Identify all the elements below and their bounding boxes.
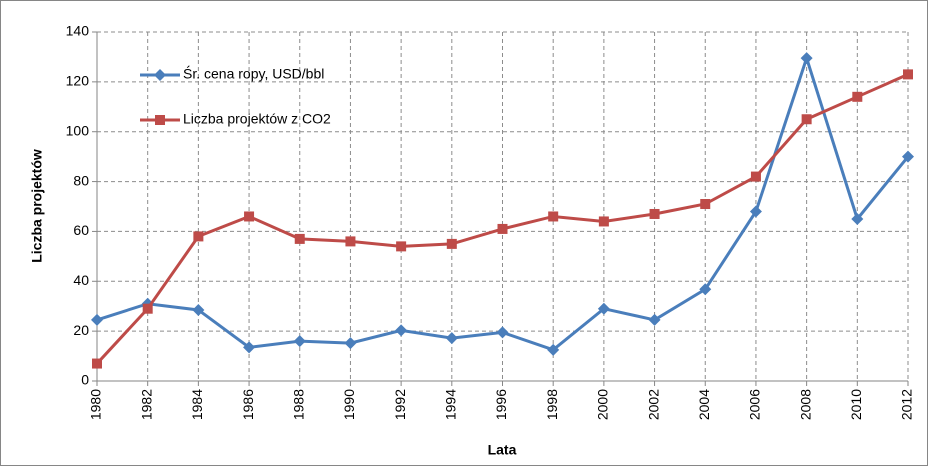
legend-label: Śr. cena ropy, USD/bbl [183, 65, 324, 82]
point [902, 150, 914, 163]
x-tick-label: 1986 [240, 389, 256, 420]
point [293, 335, 306, 348]
point [345, 236, 356, 247]
point [142, 303, 153, 314]
y-tick-label: 140 [66, 23, 90, 39]
x-tick-label: 2000 [595, 389, 611, 420]
point [852, 91, 863, 102]
point [193, 231, 204, 242]
y-tick-label: 100 [66, 122, 90, 138]
x-tick-label: 1994 [443, 389, 459, 420]
legend-marker [155, 115, 165, 125]
y-tick-label: 40 [73, 272, 89, 288]
point [294, 233, 305, 244]
point [445, 332, 458, 345]
x-tick-label: 1984 [189, 389, 205, 420]
point [750, 171, 761, 182]
x-tick-label: 1998 [544, 389, 560, 420]
point [496, 326, 509, 339]
x-tick-label: 1988 [290, 389, 306, 420]
point [749, 205, 762, 218]
point [700, 199, 711, 210]
x-tick-label: 1992 [392, 389, 408, 420]
x-tick-label: 2012 [899, 389, 915, 420]
legend-label: Liczba projektów z CO2 [183, 111, 331, 127]
point [446, 238, 457, 249]
point [699, 283, 712, 296]
point [244, 211, 255, 222]
point [243, 341, 256, 354]
x-tick-label: 2004 [696, 389, 712, 420]
point [597, 302, 610, 315]
x-tick-label: 2002 [645, 389, 661, 420]
legend-marker [154, 69, 166, 81]
point [598, 216, 609, 227]
point [395, 324, 408, 337]
x-tick-label: 1982 [138, 389, 154, 420]
point [851, 212, 864, 225]
y-axis-title: Liczba projektów [29, 149, 45, 263]
point [648, 313, 661, 326]
y-tick-label: 20 [73, 322, 89, 338]
x-tick-label: 2008 [797, 389, 813, 420]
x-tick-label: 1990 [341, 389, 357, 420]
point [649, 208, 660, 219]
point [903, 69, 913, 80]
point [91, 313, 103, 326]
x-axis-title: Lata [488, 442, 517, 458]
x-tick-label: 1980 [88, 389, 104, 420]
point [547, 343, 560, 356]
x-tick-label: 2010 [848, 389, 864, 420]
point [548, 211, 559, 222]
point [801, 114, 812, 125]
x-tick-label: 1996 [493, 389, 509, 420]
y-tick-label: 60 [73, 222, 89, 238]
point [192, 303, 205, 316]
point [344, 337, 357, 350]
point [800, 52, 813, 65]
point [396, 241, 407, 252]
point [497, 223, 508, 234]
y-tick-label: 120 [66, 73, 90, 89]
point [92, 358, 102, 369]
y-tick-label: 80 [73, 172, 89, 188]
y-tick-label: 0 [81, 372, 89, 388]
x-tick-label: 2006 [747, 389, 763, 420]
